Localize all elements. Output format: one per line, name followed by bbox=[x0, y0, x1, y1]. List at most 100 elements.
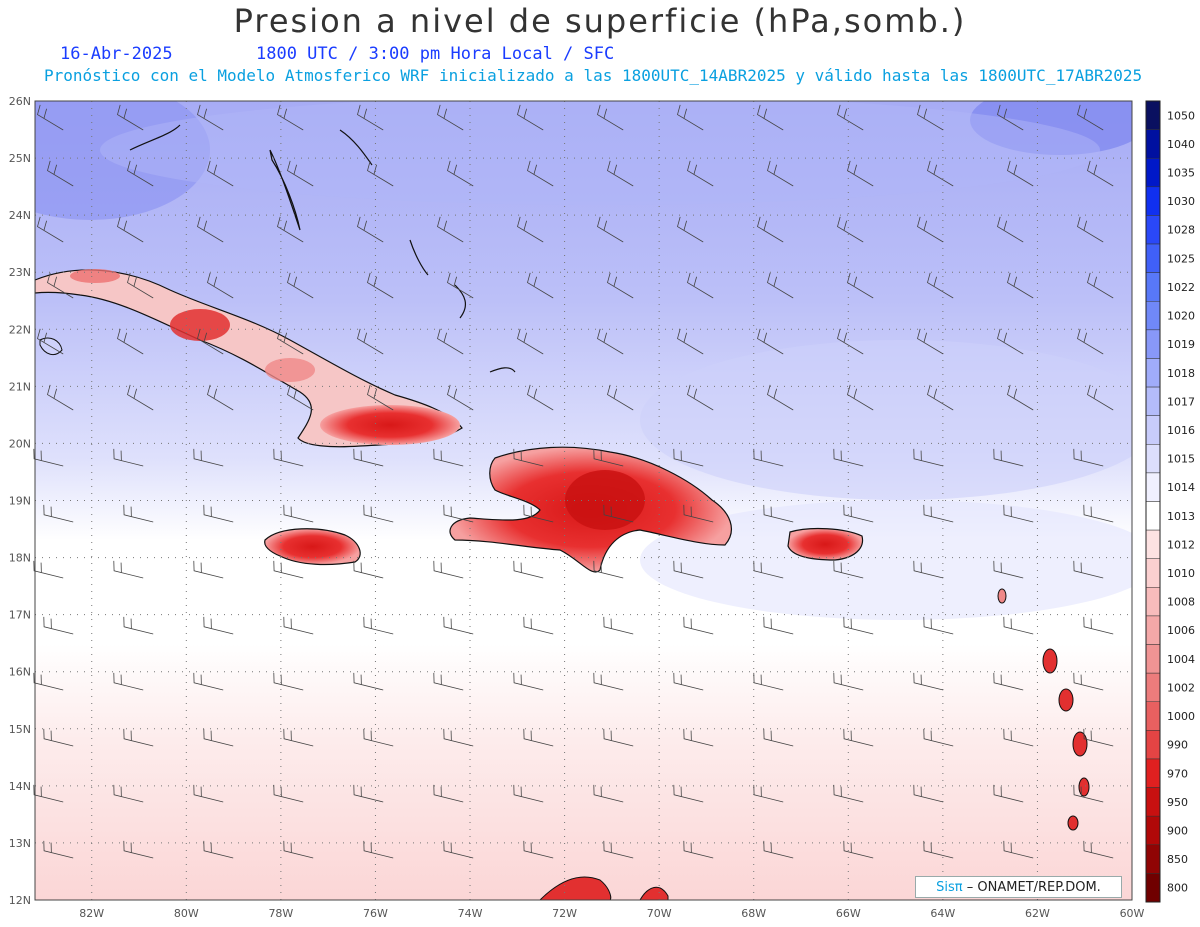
colorbar-swatch bbox=[1145, 787, 1161, 817]
wind-barb bbox=[283, 728, 314, 747]
wind-barb bbox=[203, 840, 234, 859]
wind-barb bbox=[517, 216, 544, 243]
wind-barb bbox=[847, 384, 874, 411]
jamaica-landmass bbox=[264, 528, 361, 566]
colorbar-label: 1035 bbox=[1167, 167, 1195, 180]
wind-barb bbox=[273, 672, 304, 691]
colorbar-swatch bbox=[1145, 100, 1161, 130]
lat-label: 26N bbox=[9, 95, 31, 108]
wind-barb bbox=[753, 448, 784, 467]
wind-barb bbox=[283, 616, 314, 635]
wind-barb bbox=[193, 560, 224, 579]
colorbar-swatch bbox=[1145, 730, 1161, 760]
lat-label: 25N bbox=[9, 152, 31, 165]
lon-label: 68W bbox=[741, 907, 766, 920]
colorbar-swatch bbox=[1145, 444, 1161, 474]
wind-barb bbox=[997, 104, 1024, 131]
map-title: Presion a nivel de superficie (hPa,somb.… bbox=[233, 2, 967, 40]
wind-barb bbox=[603, 616, 634, 635]
colorbar-swatch bbox=[1145, 501, 1161, 531]
lat-label: 20N bbox=[9, 437, 31, 450]
wind-barb bbox=[433, 784, 464, 803]
colorbar-swatch bbox=[1145, 672, 1161, 703]
colorbar-label: 800 bbox=[1167, 882, 1188, 895]
wind-barb bbox=[357, 104, 384, 131]
wind-barb bbox=[687, 272, 714, 299]
wind-barb bbox=[757, 328, 784, 355]
wind-barb bbox=[923, 616, 954, 635]
wind-barb bbox=[43, 504, 74, 523]
lon-label: 74W bbox=[458, 907, 483, 920]
wind-barb bbox=[833, 448, 864, 467]
longitude-labels: 82W 80W 78W 76W 74W 72W 70W 68W 66W 64W 62W 60W bbox=[79, 907, 1144, 920]
colorbar-swatch bbox=[1145, 186, 1161, 216]
wind-barb bbox=[833, 672, 864, 691]
wind-barb bbox=[43, 616, 74, 635]
colorbar-swatch bbox=[1145, 215, 1161, 245]
wind-barb bbox=[1073, 448, 1104, 467]
wind-barb bbox=[593, 560, 624, 579]
wind-barb bbox=[443, 840, 474, 859]
wind-barb bbox=[1073, 672, 1104, 691]
wind-barb bbox=[847, 272, 874, 299]
wind-barb bbox=[443, 504, 474, 523]
wind-barb bbox=[597, 104, 624, 131]
colorbar-label: 1016 bbox=[1167, 424, 1195, 437]
colorbar-swatch bbox=[1145, 301, 1161, 331]
wind-barb bbox=[117, 104, 144, 131]
wind-barb bbox=[363, 616, 394, 635]
wind-barb bbox=[203, 504, 234, 523]
wind-barb bbox=[607, 384, 634, 411]
wind-barb bbox=[843, 504, 874, 523]
wind-barb bbox=[353, 784, 384, 803]
wind-barb bbox=[993, 448, 1024, 467]
lat-label: 16N bbox=[9, 666, 31, 679]
wind-barb bbox=[917, 216, 944, 243]
wind-barb bbox=[1003, 728, 1034, 747]
wind-barb bbox=[123, 840, 154, 859]
wind-barb bbox=[913, 560, 944, 579]
wind-barb bbox=[833, 560, 864, 579]
wind-barb bbox=[527, 160, 554, 187]
wind-barb bbox=[993, 672, 1024, 691]
wind-barb bbox=[767, 384, 794, 411]
wind-barb bbox=[47, 160, 74, 187]
wind-barb bbox=[113, 672, 144, 691]
colorbar-swatch bbox=[1145, 815, 1161, 846]
valid-date: 16-Abr-2025 bbox=[60, 44, 173, 64]
wind-barb bbox=[1007, 384, 1034, 411]
wind-barb bbox=[283, 840, 314, 859]
wind-barb bbox=[913, 784, 944, 803]
wind-barb bbox=[1087, 384, 1114, 411]
wind-barb bbox=[203, 616, 234, 635]
lon-label: 64W bbox=[930, 907, 955, 920]
lat-label: 14N bbox=[9, 780, 31, 793]
wind-barb bbox=[913, 672, 944, 691]
wind-barb bbox=[513, 560, 544, 579]
wind-barb bbox=[1073, 560, 1104, 579]
lat-label: 22N bbox=[9, 323, 31, 336]
credit-box: Sisπ – ONAMET/REP.DOM. bbox=[915, 876, 1122, 898]
wind-barb bbox=[677, 216, 704, 243]
colorbar-swatch bbox=[1145, 358, 1161, 388]
wind-barb bbox=[607, 272, 634, 299]
colorbar-label: 1010 bbox=[1167, 567, 1195, 580]
wind-barb bbox=[927, 272, 954, 299]
wind-barb bbox=[197, 216, 224, 243]
colorbar-label: 850 bbox=[1167, 853, 1188, 866]
wind-barb bbox=[43, 728, 74, 747]
colorbar-label: 1015 bbox=[1167, 453, 1195, 466]
wind-barbs bbox=[33, 104, 1114, 859]
wind-barb bbox=[207, 384, 234, 411]
wind-barb bbox=[277, 216, 304, 243]
wind-barb bbox=[273, 448, 304, 467]
wind-barb bbox=[757, 216, 784, 243]
wind-barb bbox=[527, 384, 554, 411]
wind-barb bbox=[597, 216, 624, 243]
wind-barb bbox=[127, 160, 154, 187]
wind-barb bbox=[993, 560, 1024, 579]
colorbar-swatch bbox=[1145, 844, 1161, 874]
wind-barb bbox=[127, 384, 154, 411]
latitude-labels: 26N 25N 24N 23N 22N 21N 20N 19N 18N 17N 16N 15N 14N 1… bbox=[9, 95, 31, 907]
wind-barb bbox=[113, 448, 144, 467]
